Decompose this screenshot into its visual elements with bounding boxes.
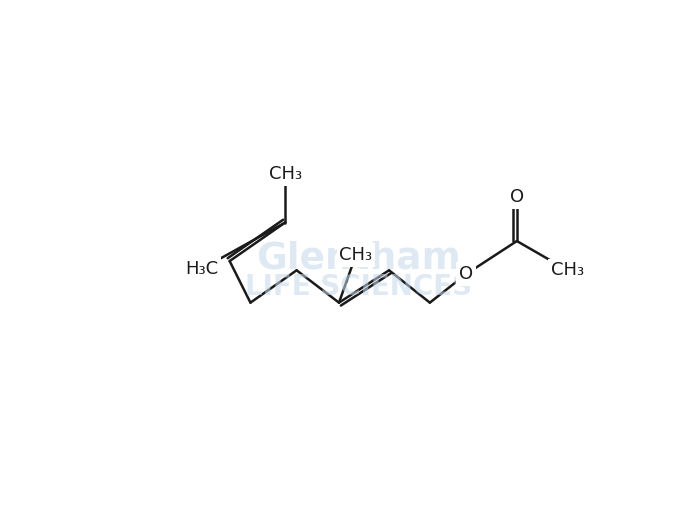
Text: O: O (509, 188, 524, 206)
Text: Glentham: Glentham (256, 241, 461, 277)
Text: CH₃: CH₃ (340, 246, 372, 264)
Text: O: O (459, 265, 473, 283)
Text: CH₃: CH₃ (551, 261, 584, 279)
Text: LIFE SCIENCES: LIFE SCIENCES (245, 273, 472, 301)
Text: CH₃: CH₃ (269, 165, 301, 183)
Text: H₃C: H₃C (185, 260, 219, 278)
